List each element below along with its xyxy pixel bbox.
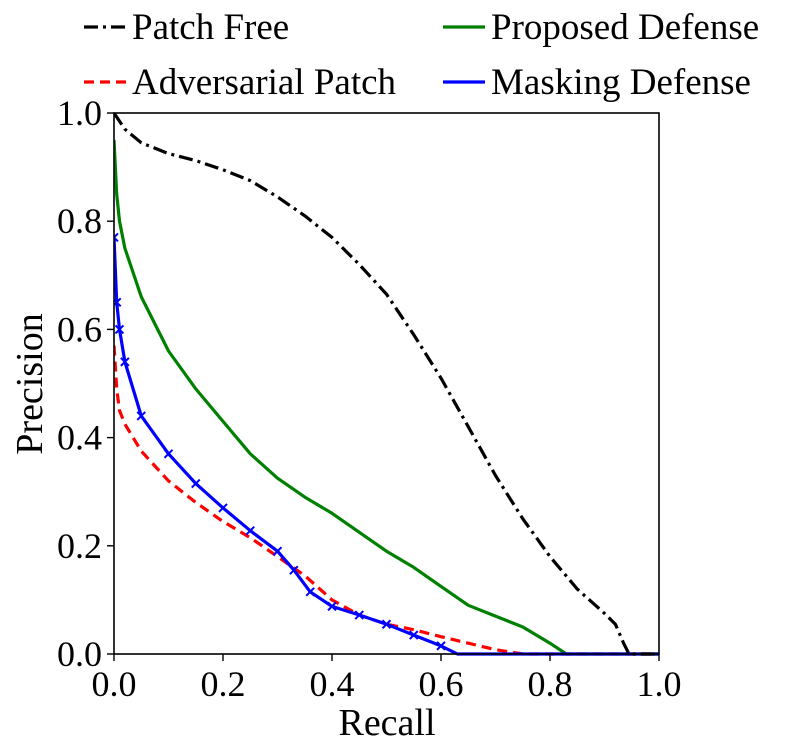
legend-item-adversarial-patch: Adversarial Patch [84, 62, 397, 103]
adversarial-patch-line [114, 345, 659, 656]
plot-frame [113, 112, 660, 655]
masking-defense-marker [218, 503, 228, 513]
masking-defense-marker [245, 525, 255, 536]
proposed-defense-line [114, 140, 659, 656]
y-tick-label: 0.6 [57, 309, 102, 349]
masking-defense-marker [114, 324, 125, 335]
adversarial-patch-series [114, 345, 659, 656]
series-layer [114, 112, 659, 656]
patch-free-line [114, 112, 659, 656]
masking-defense-marker [436, 641, 446, 651]
masking-defense-series [114, 232, 659, 656]
y-tick-label: 0.0 [57, 634, 102, 674]
tick-layer: 0.0 0.2 0.4 0.6 0.8 1.0 0.0 0.2 0.4 0.6 0.8 1.0 [57, 93, 682, 704]
masking-defense-marker [381, 619, 392, 629]
masking-defense-marker [305, 587, 315, 597]
y-tick-label: 0.8 [57, 201, 102, 241]
masking-defense-line [114, 237, 659, 656]
legend: Patch Free Proposed Defense Adversarial Pa… [84, 7, 759, 103]
x-tick-label: 1.0 [637, 664, 682, 704]
legend-item-proposed-defense: Proposed Defense [443, 7, 759, 48]
masking-defense-marker [409, 630, 419, 640]
masking-defense-marker [136, 411, 146, 421]
y-tick-label: 1.0 [57, 93, 102, 133]
proposed-defense-series [114, 140, 659, 656]
masking-defense-marker [289, 565, 299, 575]
x-tick-label: 0.2 [201, 664, 246, 704]
legend-label: Patch Free [132, 7, 289, 48]
masking-defense-marker [120, 357, 130, 367]
x-tick-label: 0.0 [92, 664, 137, 704]
masking-defense-marker [163, 449, 174, 459]
patch-free-series [114, 112, 659, 656]
masking-defense-marker [327, 601, 337, 612]
masking-defense-marker [114, 232, 119, 243]
y-tick-label: 0.2 [57, 526, 102, 566]
legend-label: Adversarial Patch [132, 62, 397, 103]
masking-defense-marker [191, 478, 201, 489]
x-tick-label: 0.6 [419, 664, 464, 704]
masking-defense-marker [354, 610, 364, 620]
x-tick-label: 0.8 [528, 664, 573, 704]
legend-item-patch-free: Patch Free [84, 7, 289, 48]
x-tick-label: 0.4 [310, 664, 355, 704]
legend-label: Masking Defense [491, 62, 751, 103]
legend-label: Proposed Defense [491, 7, 759, 48]
legend-item-masking-defense: Masking Defense [443, 62, 751, 103]
x-axis-label: Recall [338, 702, 435, 744]
y-tick-label: 0.4 [57, 418, 102, 458]
y-axis-label: Precision [9, 313, 51, 454]
masking-defense-marker [272, 546, 283, 556]
